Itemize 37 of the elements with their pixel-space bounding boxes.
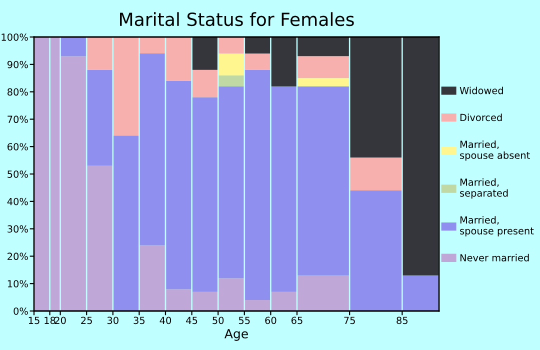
y-tick-label: 0% — [14, 307, 28, 315]
y-tick-label: 90% — [7, 60, 28, 68]
legend-label: Divorced — [460, 114, 502, 122]
x-tick-label: 18 — [44, 316, 56, 324]
x-tick-label: 45 — [186, 316, 198, 324]
y-tick-label: 80% — [7, 88, 28, 96]
x-tick-label: 60 — [265, 316, 276, 324]
y-tick-label: 70% — [8, 116, 28, 124]
bar — [245, 53, 270, 70]
x-tick-label: 35 — [134, 316, 145, 324]
bar — [218, 37, 244, 54]
x-tick-label: 15 — [28, 316, 40, 324]
legend-label: Married, spouse present — [460, 216, 534, 236]
legend-label: Married, spouse absent — [460, 140, 530, 161]
legend-label: Married, separated — [460, 178, 508, 199]
chart-title: Marital Status for Females — [120, 12, 354, 26]
x-axis-title: Age — [224, 329, 248, 341]
x-tick-label: 30 — [107, 316, 118, 324]
y-tick-label: 40% — [7, 198, 28, 206]
y-tick-label: 20% — [8, 252, 28, 260]
legend-label: Widowed — [460, 86, 503, 94]
bar — [60, 37, 86, 56]
x-tick-label: 50 — [212, 316, 224, 324]
y-tick-label: 10% — [8, 280, 28, 288]
x-tick-label: 55 — [238, 316, 250, 324]
y-tick-label: 30% — [8, 225, 28, 233]
x-tick-label: 85 — [396, 316, 408, 324]
x-tick-label: 75 — [344, 316, 355, 324]
y-tick-label: 100% — [2, 33, 28, 41]
y-tick-label: 50% — [8, 170, 28, 178]
x-tick-label: 40 — [160, 316, 172, 324]
x-tick-label: 25 — [81, 316, 92, 324]
bar — [218, 75, 244, 86]
y-tick-label: 60% — [8, 143, 28, 150]
legend-label: Never married — [460, 254, 529, 262]
x-tick-label: 65 — [291, 316, 302, 324]
x-tick-label: 20 — [54, 316, 66, 324]
